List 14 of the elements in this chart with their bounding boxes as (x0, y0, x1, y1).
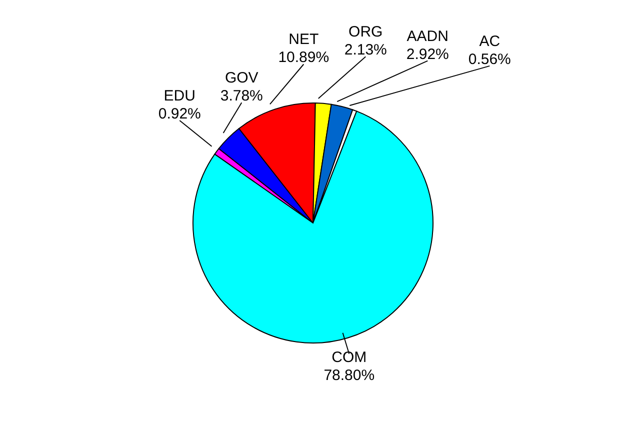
data-label: 0.92% (158, 105, 201, 122)
slice-label: NET (288, 31, 319, 48)
data-label: 10.89% (278, 49, 330, 66)
data-label: 3.78% (220, 88, 263, 105)
slice-label: EDU (164, 87, 196, 104)
slice-label: COM (332, 348, 367, 366)
data-label: 2.13% (344, 42, 387, 59)
slice-label: GOV (224, 70, 258, 87)
slice-label: AADN (406, 28, 448, 45)
data-label: 2.92% (406, 46, 449, 63)
slice-label: ORG (348, 24, 383, 41)
slice-label: AC (479, 32, 500, 50)
data-label: 78.80% (324, 366, 375, 384)
data-label: 0.56% (468, 50, 511, 68)
